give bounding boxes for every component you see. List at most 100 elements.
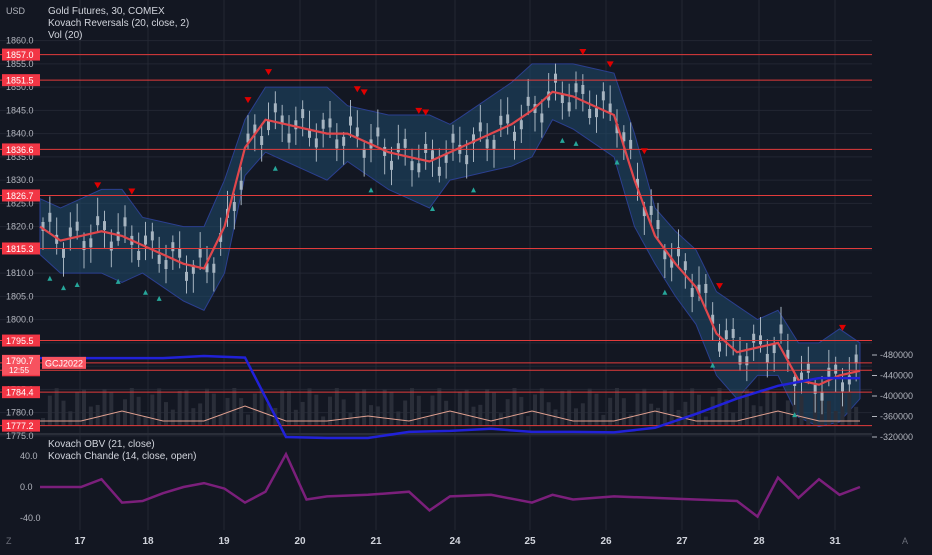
candle-body [68,227,72,237]
chande-legend[interactable]: Kovach Chande (14, close, open) [48,451,196,462]
auto-scale-icon[interactable]: A [902,536,908,546]
candle-body [513,131,516,141]
buy-marker [430,206,435,212]
candle-body [765,353,769,363]
candle-body [75,221,79,231]
price-level-lines[interactable] [0,54,872,427]
price-axis-panel[interactable] [872,0,932,550]
vol-legend[interactable]: Vol (20) [48,30,82,41]
sell-marker [265,69,272,76]
last-price-value[interactable]: 1790.7 [6,356,34,366]
candle-body [376,127,380,137]
volume-bar [95,404,100,426]
level-label[interactable]: 1815.3 [6,244,34,254]
volume-bar [102,389,107,426]
volume-bar [334,388,339,426]
candle-body [301,109,305,119]
oscillator-axis[interactable]: -320000 -360000 -400000 -440000 -480000 [872,350,913,442]
candle-body [342,136,346,146]
candle-body [390,160,393,170]
time-axis-label: 27 [676,536,688,547]
volume-bar [116,413,121,426]
volume-bar [662,390,667,426]
level-label[interactable]: 1826.7 [6,191,34,201]
volume-bar [307,388,312,426]
candle-body [622,132,626,142]
level-label[interactable]: 1851.5 [6,76,34,86]
buy-marker [614,159,620,165]
level-label-bg [2,386,40,399]
candle-body [164,260,168,270]
level-label-bg [2,143,40,156]
volume-bar [669,391,674,426]
candle-body [109,241,113,251]
buy-marker [61,285,66,291]
oscillator-pane[interactable] [40,354,861,519]
time-axis[interactable]: 17 18 19 20 21 24 25 26 27 28 31 [74,536,841,547]
candle-body [171,242,175,252]
candle-body [444,153,448,163]
volume-bar [779,411,783,426]
volume-bar [840,391,845,426]
level-label[interactable]: 1777.2 [6,421,34,431]
volume-bar [423,417,428,426]
corner-z-icon[interactable]: Z [6,536,12,546]
volume-bar [608,397,613,426]
volume-bar [375,406,380,426]
buy-marker [559,137,565,143]
volume-bar [738,392,742,426]
price-candles[interactable] [41,63,858,415]
candle-body [123,217,127,227]
candle-body [642,207,646,217]
time-axis-panel[interactable] [0,530,872,550]
candle-body [239,180,243,190]
buy-marker [471,187,476,193]
candle-body [526,96,530,106]
candle-body [697,284,701,294]
volume-bar [457,391,462,426]
sell-marker [360,89,368,96]
candle-body [308,128,311,138]
volume-bar [553,409,558,426]
basis-line [39,90,861,386]
reversals-legend[interactable]: Kovach Reversals (20, close, 2) [48,18,189,29]
level-label[interactable]: 1857.0 [6,50,34,60]
candle-body [472,134,475,144]
sell-marker [128,188,136,195]
price-tick-label: 1820.0 [6,222,34,232]
level-label[interactable]: 1784.4 [6,388,34,398]
candle-body [772,344,776,354]
volume-bar [656,407,660,426]
candle-body [813,384,817,394]
level-label[interactable]: 1795.5 [6,336,34,346]
sell-marker [415,107,423,114]
volume-bar [533,394,537,426]
symbol-legend[interactable]: Gold Futures, 30, COMEX [48,6,165,17]
time-axis-label: 18 [142,536,154,547]
candle-body [820,391,824,401]
level-label[interactable]: 1836.6 [6,145,34,155]
volume-bar [772,391,777,426]
price-tick-label: 1825.0 [6,198,34,208]
buy-marker [792,412,798,418]
volume-bar [676,409,681,426]
candle-body [103,221,106,231]
candle-body [396,143,400,153]
volume-bar [526,416,531,426]
volume-bar [594,393,599,426]
candle-body [287,133,291,143]
buy-marker [662,289,668,295]
chande-tick-label: 40.0 [20,451,38,461]
pane-separator[interactable] [0,433,872,435]
candle-body [451,133,455,143]
price-tick-label: 1840.0 [6,129,34,139]
time-axis-label: 24 [449,536,461,547]
left-price-labels[interactable]: 1860.0 1855.0 1850.0 1845.0 1840.0 1835.0 1830… [2,6,86,523]
contract-tag[interactable]: GCJ2022 [45,358,83,368]
obv-legend[interactable]: Kovach OBV (21, close) [48,439,155,450]
chande-tick-label: 0.0 [20,482,33,492]
volume-bar [826,400,831,426]
candle-body [506,114,510,124]
volume-bar [88,406,93,426]
